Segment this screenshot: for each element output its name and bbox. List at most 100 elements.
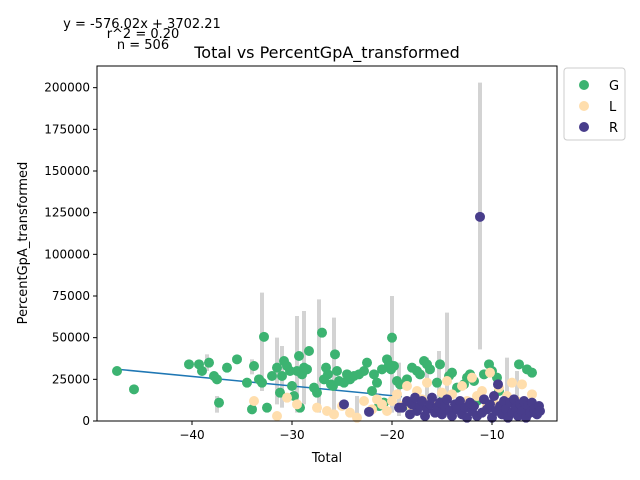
data-point-l bbox=[485, 367, 495, 378]
legend-marker-g bbox=[579, 80, 589, 90]
data-point-l bbox=[329, 409, 339, 420]
data-point-l bbox=[249, 396, 259, 406]
y-tick-label: 125000 bbox=[44, 206, 90, 220]
data-point-g bbox=[294, 351, 304, 361]
x-axis: −40 −30 −20 −10 bbox=[179, 421, 505, 442]
data-point-r bbox=[485, 399, 495, 410]
data-point-g bbox=[323, 369, 333, 380]
data-point-r bbox=[535, 406, 545, 416]
data-point-l bbox=[457, 381, 467, 391]
data-point-g bbox=[129, 384, 139, 395]
data-point-g bbox=[332, 366, 342, 376]
data-point-l bbox=[517, 379, 527, 390]
data-point-r bbox=[427, 392, 437, 403]
data-point-g bbox=[432, 377, 442, 388]
legend-marker-r bbox=[579, 122, 589, 132]
equation-annotation: y = -576.02x + 3702.21 bbox=[63, 17, 221, 32]
data-point-l bbox=[382, 406, 392, 416]
data-point-r bbox=[339, 399, 349, 410]
data-point-g bbox=[262, 402, 272, 413]
data-point-g bbox=[317, 327, 327, 338]
y-tick-label: 25000 bbox=[52, 372, 90, 386]
data-point-g bbox=[330, 349, 340, 360]
data-point-g bbox=[232, 354, 242, 365]
data-point-r bbox=[417, 396, 427, 406]
y-tick-label: 0 bbox=[82, 414, 90, 428]
x-tick-label: −40 bbox=[179, 428, 204, 442]
data-point-g bbox=[287, 381, 297, 391]
y-tick-label: 100000 bbox=[44, 247, 90, 261]
data-point-g bbox=[389, 361, 399, 371]
data-point-g bbox=[362, 357, 372, 368]
data-point-r bbox=[364, 406, 374, 417]
data-point-g bbox=[222, 362, 232, 373]
data-point-l bbox=[402, 381, 412, 391]
data-point-g bbox=[249, 361, 259, 371]
x-axis-label: Total bbox=[311, 451, 342, 466]
data-point-g bbox=[372, 377, 382, 388]
y-tick-label: 200000 bbox=[44, 81, 90, 95]
legend-label-g: G bbox=[609, 79, 619, 94]
plot-area bbox=[112, 82, 545, 423]
data-point-g bbox=[247, 404, 257, 415]
data-point-g bbox=[267, 371, 277, 381]
data-point-l bbox=[292, 399, 302, 410]
data-point-g bbox=[285, 366, 295, 376]
data-point-l bbox=[477, 386, 487, 396]
data-point-r bbox=[475, 211, 485, 222]
data-point-g bbox=[257, 377, 267, 388]
data-point-l bbox=[527, 389, 537, 400]
data-point-l bbox=[345, 407, 355, 418]
data-point-l bbox=[467, 372, 477, 383]
data-point-l bbox=[392, 389, 402, 400]
data-point-l bbox=[507, 377, 517, 388]
y-axis-label: PercentGpA_transformed bbox=[16, 162, 31, 325]
data-point-g bbox=[447, 367, 457, 378]
legend-marker-l bbox=[579, 101, 589, 111]
data-point-g bbox=[527, 367, 537, 378]
data-point-g bbox=[277, 371, 287, 381]
x-tick-label: −20 bbox=[379, 428, 404, 442]
data-point-l bbox=[422, 377, 432, 388]
data-point-g bbox=[435, 359, 445, 370]
data-point-g bbox=[197, 366, 207, 376]
y-tick-label: 150000 bbox=[44, 164, 90, 178]
data-point-g bbox=[184, 359, 194, 370]
legend-label-l: L bbox=[609, 100, 617, 115]
data-point-g bbox=[387, 332, 397, 343]
data-point-g bbox=[112, 366, 122, 376]
data-point-g bbox=[302, 364, 312, 375]
data-point-g bbox=[367, 386, 377, 396]
data-point-l bbox=[359, 396, 369, 406]
legend: GLR bbox=[563, 67, 626, 141]
data-point-g bbox=[377, 364, 387, 375]
data-point-g bbox=[514, 359, 524, 370]
plot-frame bbox=[96, 65, 558, 422]
data-point-r bbox=[442, 394, 452, 405]
data-point-g bbox=[212, 374, 222, 385]
y-axis: 0 25000 50000 75000 100000 125000 150000 175000… bbox=[44, 81, 97, 428]
data-point-r bbox=[437, 409, 447, 420]
data-point-g bbox=[275, 387, 285, 398]
data-point-l bbox=[272, 411, 282, 421]
data-point-g bbox=[259, 331, 269, 342]
y-tick-label: 50000 bbox=[52, 331, 90, 345]
data-point-l bbox=[282, 392, 292, 403]
y-tick-label: 75000 bbox=[52, 289, 90, 303]
data-point-g bbox=[304, 346, 314, 356]
chart-title: Total vs PercentGpA_transformed bbox=[193, 43, 459, 63]
data-point-g bbox=[359, 366, 369, 376]
data-point-g bbox=[425, 364, 435, 375]
data-point-g bbox=[312, 387, 322, 398]
data-point-r bbox=[493, 379, 503, 390]
data-point-g bbox=[204, 357, 214, 368]
sample-size-annotation: n = 506 bbox=[117, 38, 169, 53]
data-point-r bbox=[489, 391, 499, 401]
data-point-l bbox=[352, 412, 362, 423]
data-point-g bbox=[242, 377, 252, 388]
y-tick-label: 175000 bbox=[44, 122, 90, 136]
legend-label-r: R bbox=[609, 121, 618, 136]
data-point-l bbox=[312, 402, 322, 413]
data-point-r bbox=[469, 401, 479, 411]
